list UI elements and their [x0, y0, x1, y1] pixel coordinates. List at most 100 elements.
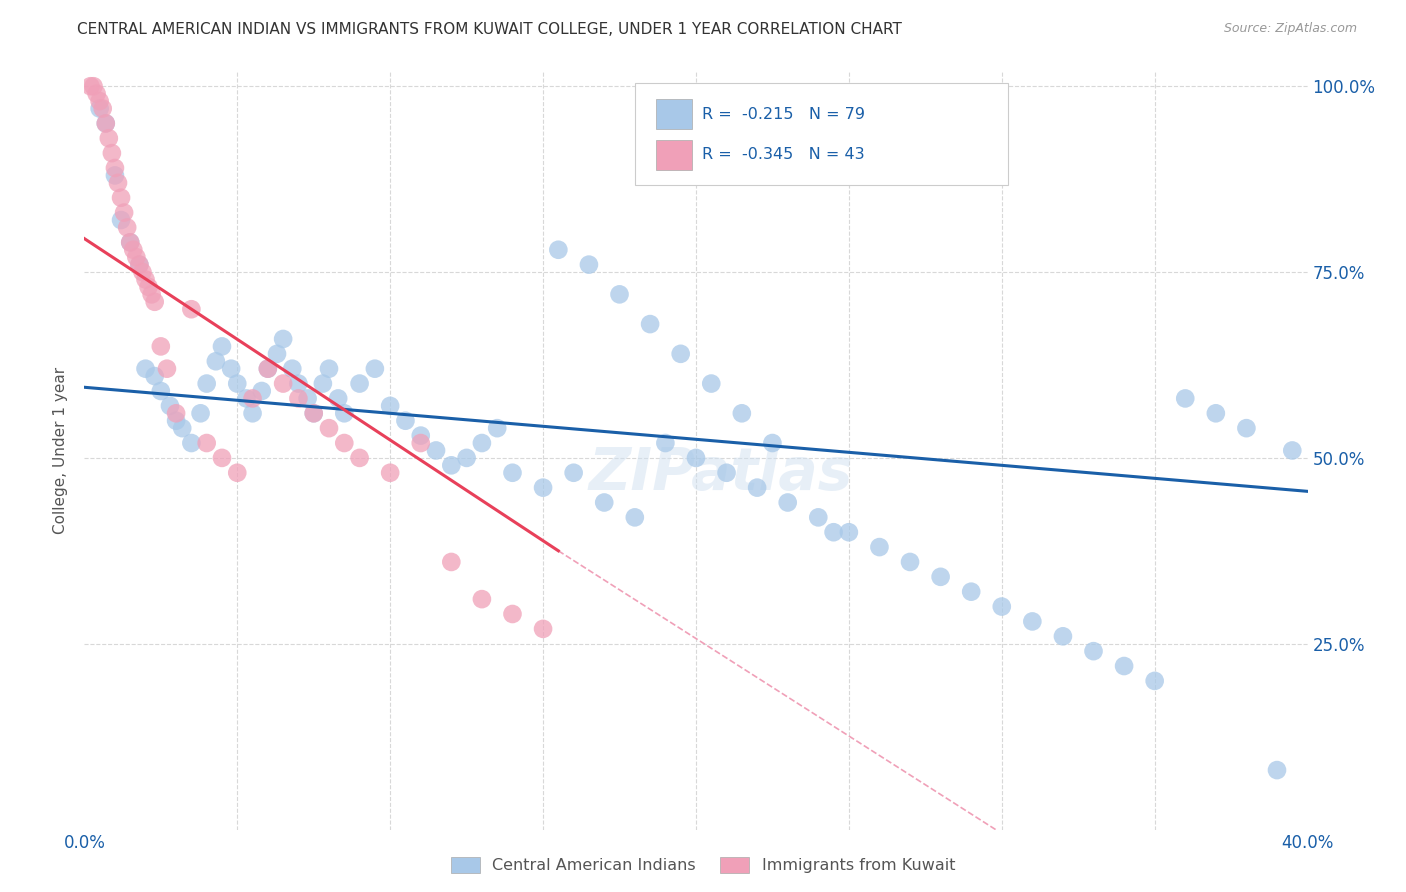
- Point: [135, 361, 157, 376]
- Point: [86, 87, 108, 101]
- Point: [297, 392, 319, 406]
- Point: [143, 369, 166, 384]
- FancyBboxPatch shape: [655, 139, 692, 170]
- Point: [257, 361, 280, 376]
- Point: [112, 205, 135, 219]
- Point: [143, 294, 166, 309]
- Point: [89, 102, 111, 116]
- Point: [562, 466, 585, 480]
- Point: [1205, 406, 1227, 420]
- Point: [125, 250, 148, 264]
- Point: [823, 525, 845, 540]
- Point: [149, 339, 172, 353]
- Point: [333, 406, 356, 420]
- Point: [440, 555, 463, 569]
- Point: [180, 302, 202, 317]
- Point: [349, 376, 371, 391]
- Point: [531, 622, 554, 636]
- Point: [869, 540, 891, 554]
- Point: [211, 450, 233, 465]
- Point: [502, 466, 524, 480]
- Point: [159, 399, 181, 413]
- Point: [190, 406, 212, 420]
- Point: [838, 525, 860, 540]
- Point: [425, 443, 447, 458]
- Point: [131, 265, 153, 279]
- Point: [242, 392, 264, 406]
- Point: [991, 599, 1014, 614]
- Point: [471, 436, 494, 450]
- Point: [328, 392, 350, 406]
- Point: [266, 347, 288, 361]
- Point: [1143, 673, 1166, 688]
- Point: [1083, 644, 1105, 658]
- Point: [716, 466, 738, 480]
- Point: [250, 384, 273, 398]
- Point: [440, 458, 463, 473]
- Point: [107, 176, 129, 190]
- Point: [960, 584, 983, 599]
- Point: [165, 406, 187, 420]
- Point: [226, 376, 249, 391]
- Point: [226, 466, 249, 480]
- Point: [104, 169, 127, 183]
- Point: [135, 272, 157, 286]
- Point: [302, 406, 325, 420]
- Point: [271, 332, 294, 346]
- Point: [318, 361, 340, 376]
- Point: [747, 481, 769, 495]
- Point: [205, 354, 228, 368]
- Point: [110, 191, 132, 205]
- Point: [547, 243, 569, 257]
- Point: [128, 258, 150, 272]
- Point: [624, 510, 647, 524]
- Point: [761, 436, 783, 450]
- Point: [1281, 443, 1303, 458]
- Text: ZIPatlas: ZIPatlas: [588, 445, 852, 501]
- Point: [654, 436, 676, 450]
- Point: [94, 116, 117, 130]
- Point: [380, 399, 402, 413]
- Point: [609, 287, 631, 301]
- Point: [312, 376, 335, 391]
- Point: [235, 392, 257, 406]
- Point: [138, 280, 160, 294]
- Point: [156, 361, 179, 376]
- Point: [91, 102, 114, 116]
- FancyBboxPatch shape: [655, 99, 692, 129]
- Point: [409, 436, 432, 450]
- Point: [287, 392, 309, 406]
- Text: R =  -0.345   N = 43: R = -0.345 N = 43: [702, 147, 865, 162]
- Point: [349, 450, 371, 465]
- Point: [486, 421, 509, 435]
- Point: [122, 243, 145, 257]
- Text: CENTRAL AMERICAN INDIAN VS IMMIGRANTS FROM KUWAIT COLLEGE, UNDER 1 YEAR CORRELAT: CENTRAL AMERICAN INDIAN VS IMMIGRANTS FR…: [77, 22, 903, 37]
- Y-axis label: College, Under 1 year: College, Under 1 year: [53, 367, 69, 534]
- Point: [685, 450, 707, 465]
- Point: [502, 607, 524, 621]
- Point: [394, 414, 416, 428]
- Point: [128, 258, 150, 272]
- Point: [669, 347, 692, 361]
- Point: [79, 79, 101, 94]
- Point: [333, 436, 356, 450]
- Point: [195, 376, 218, 391]
- Point: [281, 361, 304, 376]
- Legend: Central American Indians, Immigrants from Kuwait: Central American Indians, Immigrants fro…: [444, 850, 962, 880]
- Point: [1052, 629, 1074, 643]
- FancyBboxPatch shape: [636, 83, 1008, 186]
- Point: [731, 406, 754, 420]
- Point: [172, 421, 194, 435]
- Text: R =  -0.215   N = 79: R = -0.215 N = 79: [702, 106, 865, 121]
- Point: [101, 146, 124, 161]
- Point: [302, 406, 325, 420]
- Point: [195, 436, 218, 450]
- Point: [364, 361, 387, 376]
- Point: [104, 161, 127, 175]
- Text: Source: ZipAtlas.com: Source: ZipAtlas.com: [1223, 22, 1357, 36]
- Point: [257, 361, 280, 376]
- Point: [638, 317, 661, 331]
- Point: [1236, 421, 1258, 435]
- Point: [110, 213, 132, 227]
- Point: [409, 428, 432, 442]
